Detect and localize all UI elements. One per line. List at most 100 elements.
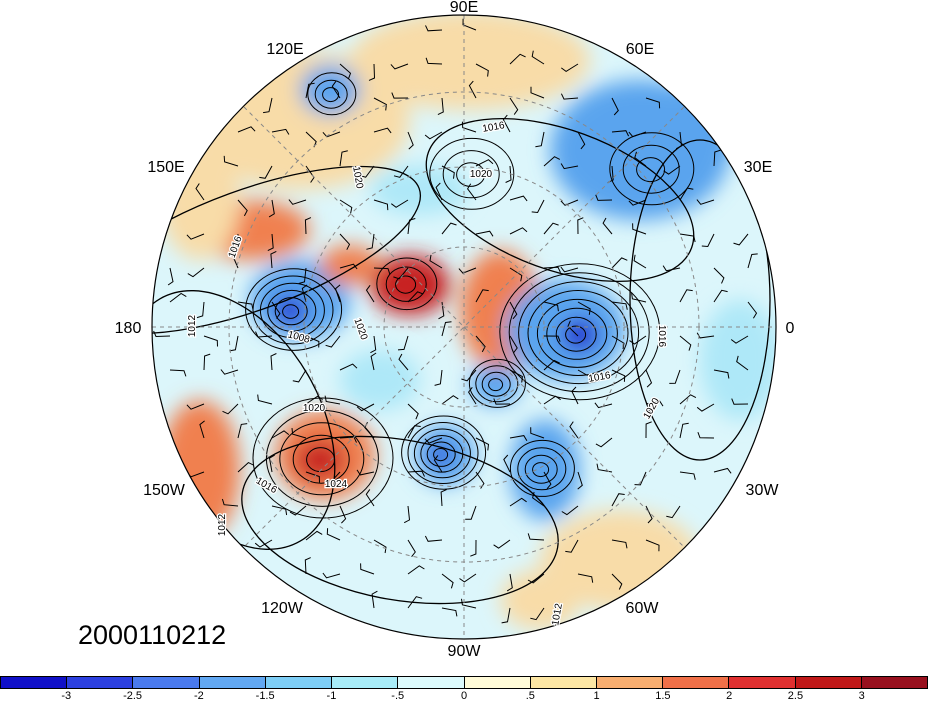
wind-barb — [493, 539, 511, 549]
wind-barb — [304, 557, 311, 575]
wind-barb — [366, 233, 375, 250]
wind-barb — [407, 470, 425, 477]
wind-barb — [458, 267, 477, 274]
wind-barb — [390, 63, 409, 70]
wind-barb — [322, 572, 341, 579]
wind-barb — [356, 403, 375, 412]
wind-barb — [475, 335, 486, 353]
wind-barb — [441, 573, 454, 589]
lon-label-90e: 90E — [449, 0, 479, 16]
colorbar-tick-label: 0 — [460, 690, 468, 702]
colorbar-tick-label: 1.5 — [655, 690, 671, 702]
wind-barb — [679, 422, 689, 439]
wind-barb — [220, 369, 239, 375]
wind-barb — [289, 505, 307, 516]
contour-label: 1016 — [588, 370, 612, 385]
wind-barb — [259, 165, 273, 179]
pressure-contour — [274, 297, 308, 326]
wind-barb — [567, 320, 579, 337]
pressure-contour — [509, 439, 575, 497]
wind-barb — [509, 335, 518, 354]
contour-label: 1012 — [217, 513, 228, 536]
pressure-contour — [322, 87, 340, 103]
colorbar-segment — [464, 677, 531, 688]
lon-label-120e: 120E — [266, 41, 304, 58]
wind-barb — [543, 222, 559, 235]
colorbar-segment — [861, 677, 928, 688]
pressure-contour — [468, 358, 526, 408]
pressure-contour — [481, 371, 511, 397]
graticule — [152, 15, 776, 639]
wind-barb — [187, 267, 205, 278]
wind-barb — [565, 539, 579, 553]
colorbar-segment — [332, 677, 399, 688]
anomaly-blob — [274, 296, 306, 324]
wind-barb — [407, 425, 421, 439]
wind-barb — [530, 427, 545, 439]
wind-barb — [365, 489, 375, 507]
wind-barb — [475, 437, 490, 451]
wind-barb — [696, 332, 715, 339]
wind-barb — [696, 403, 715, 412]
wind-barb — [424, 535, 443, 542]
wind-barb — [530, 607, 545, 621]
wind-barb — [373, 97, 387, 111]
wind-barb — [645, 505, 653, 524]
wind-barb — [611, 97, 619, 116]
wind-barb — [435, 182, 443, 201]
wind-barb — [339, 63, 352, 80]
pressure-contour — [442, 150, 500, 199]
wind-barb — [407, 403, 419, 420]
contour-label: 1012 — [550, 602, 565, 626]
wind-barb — [441, 395, 459, 405]
wind-barb — [368, 63, 376, 81]
wind-barb — [577, 301, 591, 315]
wind-barb — [733, 233, 749, 246]
wind-barb — [196, 301, 205, 319]
lon-label-90w: 90W — [447, 643, 481, 660]
pressure-contour — [524, 454, 558, 484]
wind-barb — [331, 81, 341, 99]
wind-barb — [560, 163, 579, 170]
lon-label-150w: 150W — [143, 482, 185, 499]
wind-barb — [543, 471, 552, 490]
wind-barb — [169, 292, 187, 303]
pressure-contour — [517, 447, 567, 491]
anomaly-blob — [470, 365, 520, 405]
wind-barb — [663, 165, 681, 175]
wind-barb — [577, 131, 586, 150]
pressure-contour — [475, 365, 519, 403]
wind-barb — [645, 539, 660, 552]
wind-barb — [441, 321, 452, 337]
wind-barb — [611, 539, 628, 549]
wind-barb — [502, 114, 511, 133]
pressure-contour — [152, 165, 422, 335]
wind-barb — [433, 455, 443, 473]
anomaly-blob — [340, 350, 420, 410]
wind-barb — [237, 423, 248, 439]
wind-barb — [509, 301, 518, 320]
wind-barb — [501, 607, 511, 624]
colorbar-tick-label: 3 — [858, 690, 865, 702]
wind-barb — [679, 187, 694, 201]
wind-barb — [747, 253, 758, 269]
anomaly-blob — [300, 65, 360, 115]
wind-barb — [697, 432, 715, 439]
wind-barb — [595, 194, 613, 201]
colorbar-segment — [265, 677, 333, 688]
pressure-contour — [555, 316, 597, 352]
wind-barb — [325, 335, 341, 348]
wind-barb — [397, 335, 409, 351]
wind-barb — [301, 284, 308, 303]
lon-label-120w: 120W — [261, 600, 303, 617]
wind-barb — [560, 266, 579, 273]
wind-barb — [611, 301, 628, 310]
wind-barb — [270, 353, 277, 371]
wind-barb — [475, 159, 494, 167]
wind-barb — [631, 292, 647, 303]
wind-barb — [503, 454, 511, 473]
wind-barb — [153, 330, 171, 338]
wind-barb — [713, 149, 721, 167]
wind-barb — [731, 398, 749, 405]
date-stamp: 2000110212 — [78, 620, 227, 650]
